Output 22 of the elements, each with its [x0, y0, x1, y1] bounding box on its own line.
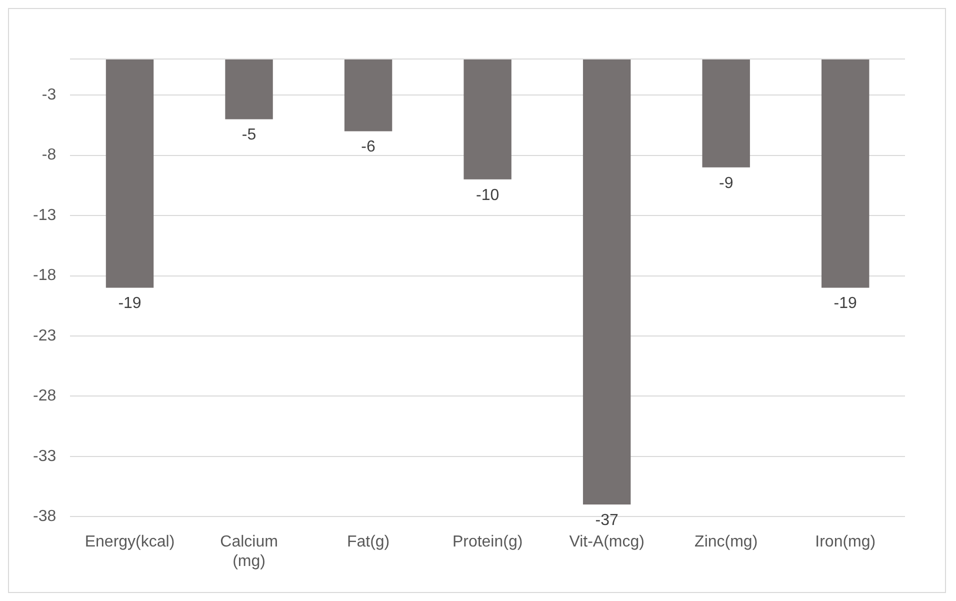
y-tick-label: -13 [33, 206, 56, 224]
y-tick-label: -18 [33, 267, 56, 284]
data-label: -10 [476, 186, 500, 204]
x-tick-label: Vit-A(mcg) [569, 534, 644, 551]
data-label: -9 [718, 174, 734, 192]
data-label: -6 [361, 138, 376, 156]
data-label: -5 [242, 126, 256, 144]
x-tick-label: Iron(mg) [815, 534, 876, 551]
data-label: -37 [595, 512, 618, 529]
x-tick-label: Fat(g) [346, 534, 390, 551]
x-tick-label: Zinc(mg) [694, 534, 758, 551]
data-label: -19 [834, 295, 858, 312]
y-tick-label: -28 [33, 388, 56, 405]
y-tick-label: -23 [33, 327, 56, 344]
y-tick-label: -3 [42, 86, 56, 104]
y-tick-label: -33 [33, 448, 56, 465]
data-label: -19 [118, 295, 142, 312]
y-tick-label: -8 [42, 146, 56, 164]
y-tick-label: -38 [33, 508, 56, 526]
x-tick-label: Energy(kcal) [84, 534, 175, 551]
x-tick-label: Protein(g) [452, 534, 523, 551]
x-tick-label: Calcium (mg) [220, 534, 278, 570]
